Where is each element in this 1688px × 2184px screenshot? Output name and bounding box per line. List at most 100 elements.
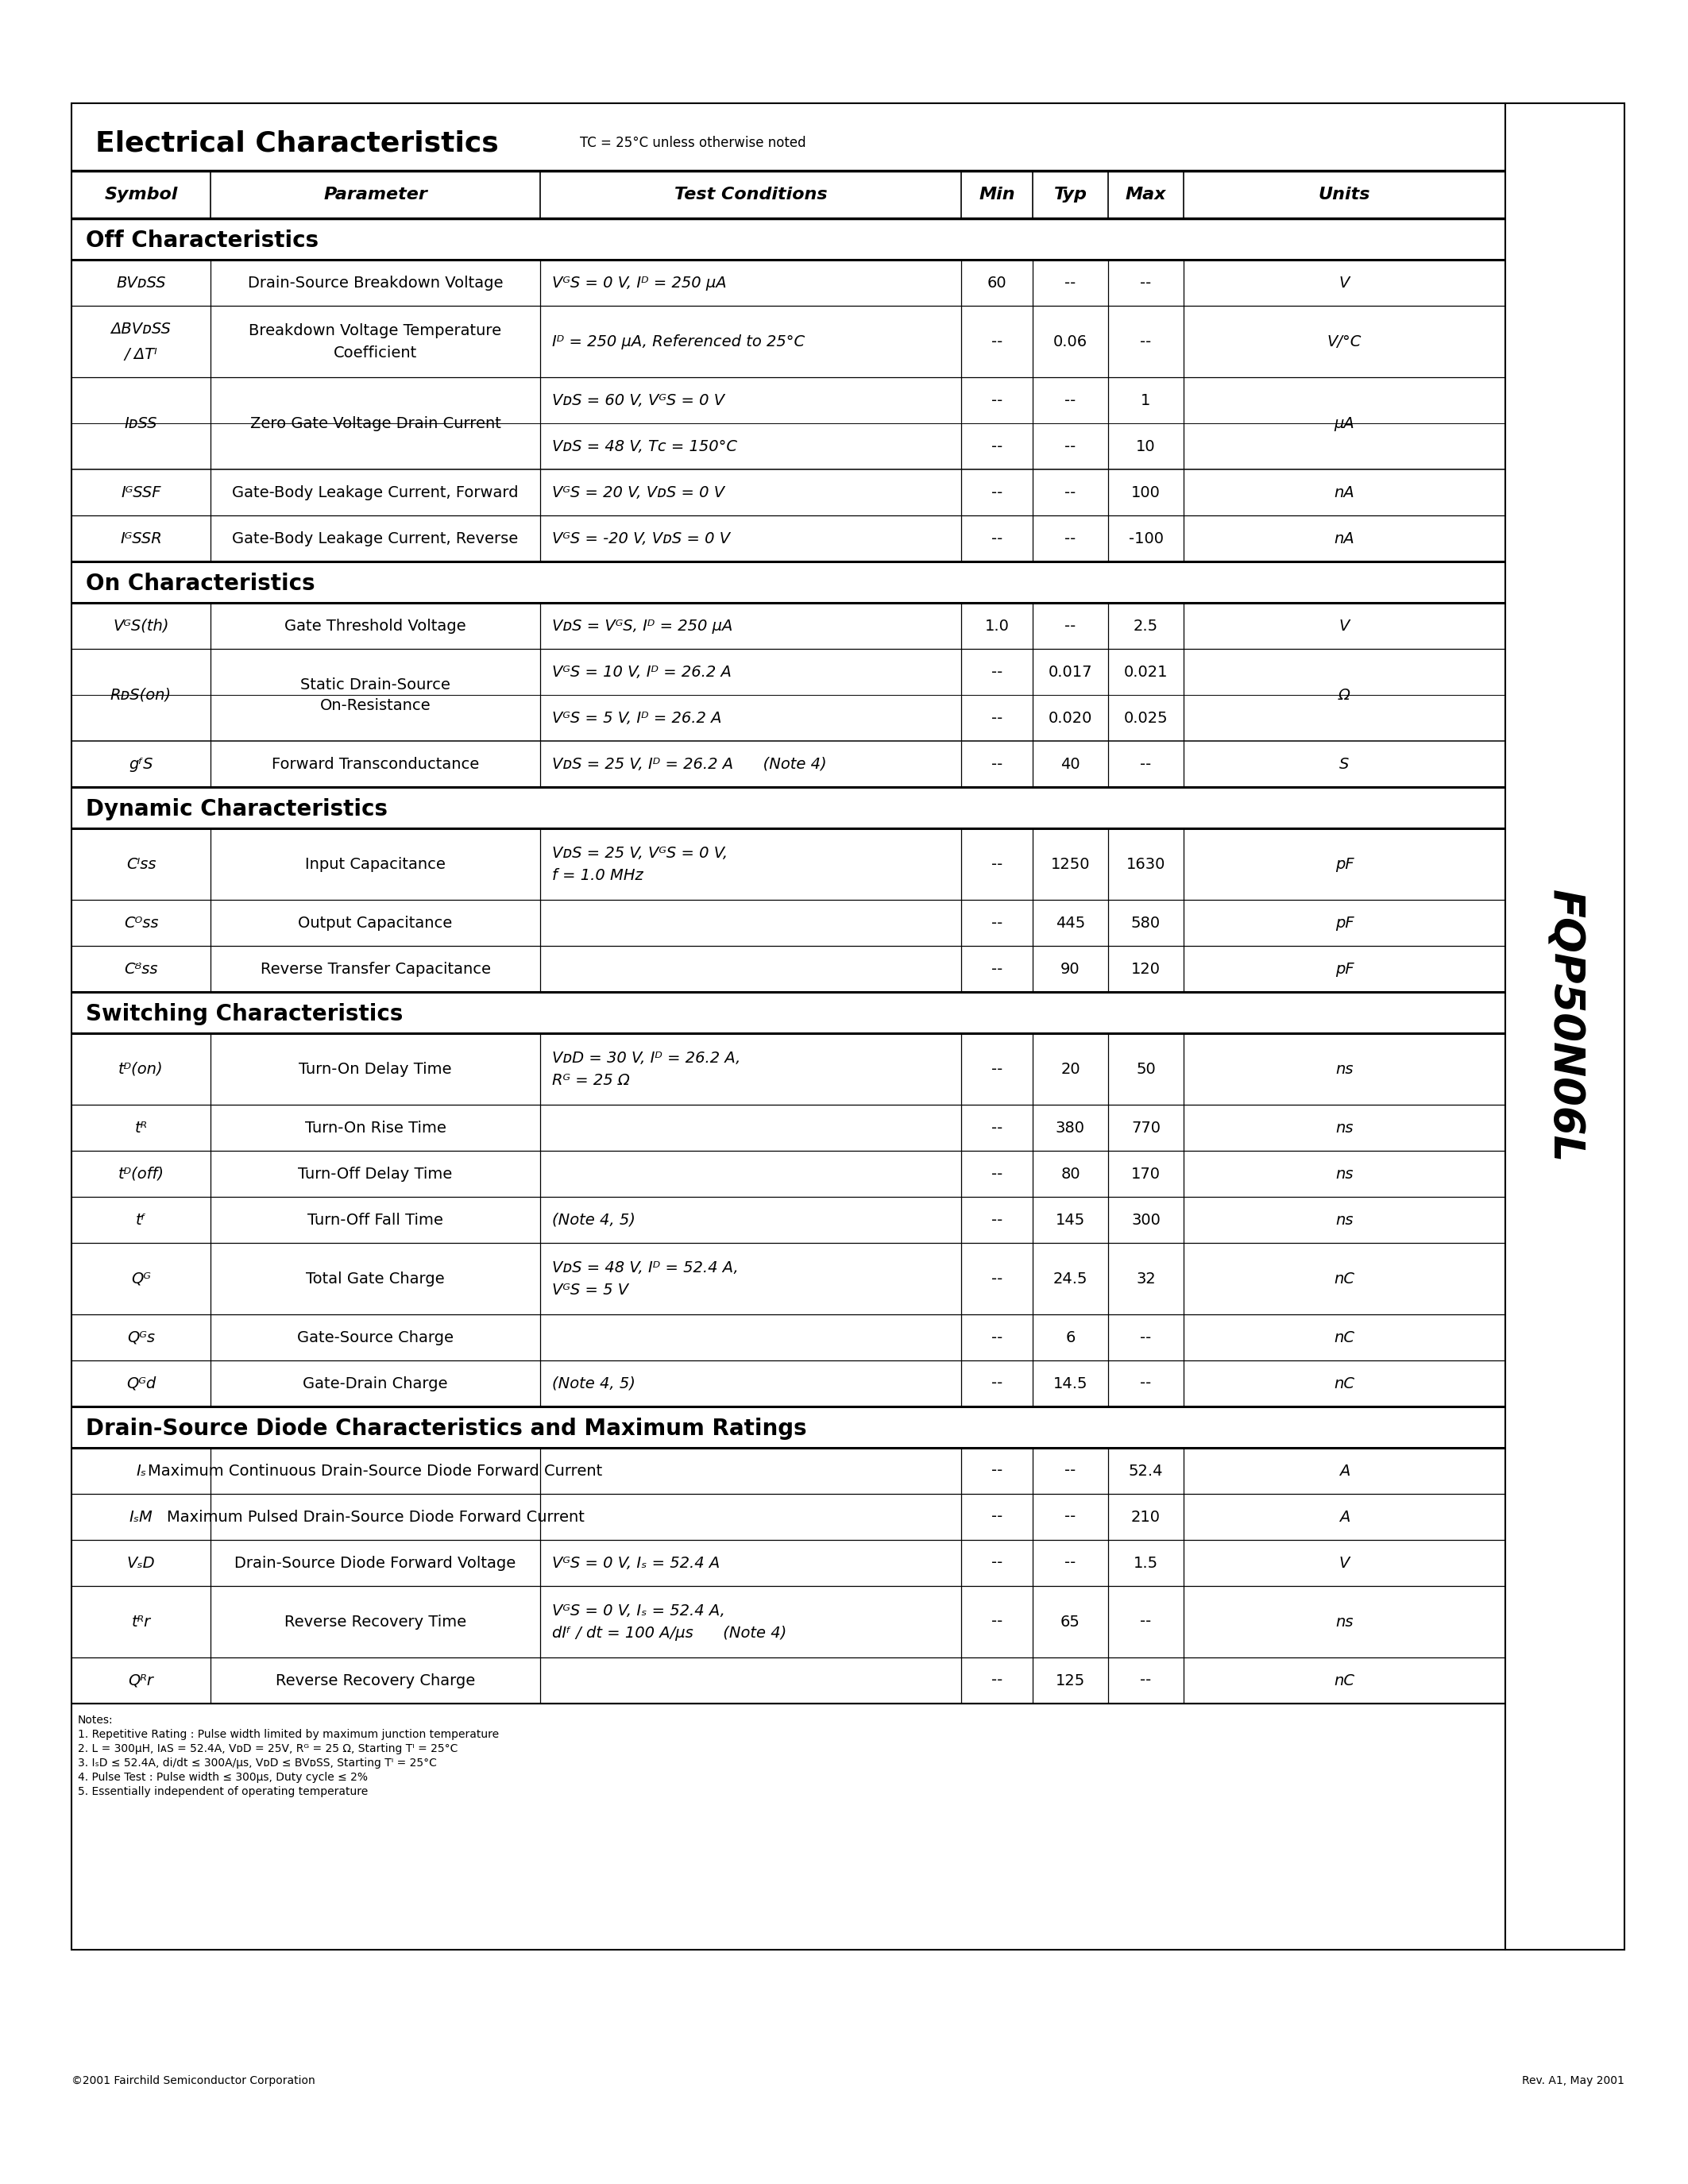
Text: 1.0: 1.0 — [984, 618, 1009, 633]
Text: --: -- — [1065, 1463, 1075, 1479]
Text: Total Gate Charge: Total Gate Charge — [306, 1271, 444, 1286]
Text: --: -- — [1065, 1509, 1075, 1524]
Text: On-Resistance: On-Resistance — [321, 697, 430, 712]
Text: Cᴵss: Cᴵss — [127, 856, 155, 871]
Text: 60: 60 — [987, 275, 1006, 290]
Text: Maximum Pulsed Drain-Source Diode Forward Current: Maximum Pulsed Drain-Source Diode Forwar… — [167, 1509, 584, 1524]
Text: 20: 20 — [1060, 1061, 1080, 1077]
Text: --: -- — [991, 1271, 1003, 1286]
Text: nA: nA — [1334, 485, 1355, 500]
Text: Off Characteristics: Off Characteristics — [86, 229, 319, 251]
Text: Input Capacitance: Input Capacitance — [306, 856, 446, 871]
Text: --: -- — [991, 439, 1003, 454]
Text: ©2001 Fairchild Semiconductor Corporation: ©2001 Fairchild Semiconductor Corporatio… — [71, 2075, 316, 2086]
Text: Rev. A1, May 2001: Rev. A1, May 2001 — [1523, 2075, 1624, 2086]
Text: --: -- — [1065, 1555, 1075, 1570]
Text: Maximum Continuous Drain-Source Diode Forward Current: Maximum Continuous Drain-Source Diode Fo… — [149, 1463, 603, 1479]
Text: 125: 125 — [1055, 1673, 1085, 1688]
Text: pF: pF — [1335, 961, 1354, 976]
Text: V: V — [1339, 1555, 1350, 1570]
Text: ns: ns — [1335, 1061, 1354, 1077]
Text: Turn-Off Fall Time: Turn-Off Fall Time — [307, 1212, 444, 1227]
Text: μA: μA — [1334, 415, 1355, 430]
Text: Switching Characteristics: Switching Characteristics — [86, 1002, 403, 1024]
Text: Turn-Off Delay Time: Turn-Off Delay Time — [299, 1166, 452, 1182]
Text: Units: Units — [1318, 186, 1371, 203]
Text: Qᴿr: Qᴿr — [128, 1673, 154, 1688]
Text: IₛM: IₛM — [128, 1509, 154, 1524]
Text: --: -- — [1139, 1330, 1151, 1345]
Text: VᴳS(th): VᴳS(th) — [113, 618, 169, 633]
Text: (Note 4, 5): (Note 4, 5) — [552, 1376, 635, 1391]
Text: --: -- — [991, 1330, 1003, 1345]
Text: TC = 25°C unless otherwise noted: TC = 25°C unless otherwise noted — [581, 135, 805, 151]
Text: 50: 50 — [1136, 1061, 1156, 1077]
Text: 770: 770 — [1131, 1120, 1161, 1136]
Text: 170: 170 — [1131, 1166, 1161, 1182]
Text: 0.021: 0.021 — [1124, 664, 1168, 679]
Text: Turn-On Rise Time: Turn-On Rise Time — [304, 1120, 446, 1136]
Text: 1250: 1250 — [1050, 856, 1090, 871]
Text: Test Conditions: Test Conditions — [674, 186, 827, 203]
Text: V: V — [1339, 275, 1350, 290]
Text: 0.06: 0.06 — [1053, 334, 1087, 349]
Text: Reverse Recovery Time: Reverse Recovery Time — [284, 1614, 466, 1629]
Text: Iᴰ = 250 μA, Referenced to 25°C: Iᴰ = 250 μA, Referenced to 25°C — [552, 334, 805, 349]
Text: ns: ns — [1335, 1166, 1354, 1182]
Text: VᴳS = 5 V, Iᴰ = 26.2 A: VᴳS = 5 V, Iᴰ = 26.2 A — [552, 710, 722, 725]
Text: 380: 380 — [1055, 1120, 1085, 1136]
Text: --: -- — [1065, 485, 1075, 500]
Text: Rᴳ = 25 Ω: Rᴳ = 25 Ω — [552, 1072, 630, 1088]
Text: --: -- — [991, 1166, 1003, 1182]
Text: On Characteristics: On Characteristics — [86, 572, 316, 594]
Text: --: -- — [991, 485, 1003, 500]
Text: VₛD: VₛD — [127, 1555, 155, 1570]
Text: V: V — [1339, 618, 1350, 633]
Text: 5. Essentially independent of operating temperature: 5. Essentially independent of operating … — [78, 1787, 368, 1797]
Text: 14.5: 14.5 — [1053, 1376, 1087, 1391]
Text: RᴅS(on): RᴅS(on) — [110, 688, 172, 703]
Text: -100: -100 — [1128, 531, 1163, 546]
Text: VᴳS = 20 V, VᴅS = 0 V: VᴳS = 20 V, VᴅS = 0 V — [552, 485, 724, 500]
Text: 210: 210 — [1131, 1509, 1161, 1524]
Text: 3. IₛD ≤ 52.4A, di/dt ≤ 300A/μs, VᴅD ≤ BVᴅSS, Starting Tᴵ = 25°C: 3. IₛD ≤ 52.4A, di/dt ≤ 300A/μs, VᴅD ≤ B… — [78, 1758, 437, 1769]
Text: 6: 6 — [1065, 1330, 1075, 1345]
Text: Typ: Typ — [1053, 186, 1087, 203]
Text: Cᴼss: Cᴼss — [123, 915, 159, 930]
Text: --: -- — [991, 1614, 1003, 1629]
Text: --: -- — [991, 1463, 1003, 1479]
Text: --: -- — [991, 1376, 1003, 1391]
Text: --: -- — [991, 1212, 1003, 1227]
Text: Gate-Body Leakage Current, Reverse: Gate-Body Leakage Current, Reverse — [233, 531, 518, 546]
Text: ns: ns — [1335, 1120, 1354, 1136]
Text: Zero Gate Voltage Drain Current: Zero Gate Voltage Drain Current — [250, 415, 501, 430]
Text: BVᴅSS: BVᴅSS — [116, 275, 165, 290]
Text: Drain-Source Diode Characteristics and Maximum Ratings: Drain-Source Diode Characteristics and M… — [86, 1417, 807, 1439]
Text: (Note 4, 5): (Note 4, 5) — [552, 1212, 635, 1227]
Text: IᴅSS: IᴅSS — [125, 415, 157, 430]
Text: 52.4: 52.4 — [1129, 1463, 1163, 1479]
Text: pF: pF — [1335, 915, 1354, 930]
Text: 2. L = 300μH, IᴀS = 52.4A, VᴅD = 25V, Rᴳ = 25 Ω, Starting Tᴵ = 25°C: 2. L = 300μH, IᴀS = 52.4A, VᴅD = 25V, Rᴳ… — [78, 1743, 457, 1754]
Text: VᴅS = 25 V, VᴳS = 0 V,: VᴅS = 25 V, VᴳS = 0 V, — [552, 845, 728, 860]
Text: --: -- — [1065, 439, 1075, 454]
Text: IᴳSSR: IᴳSSR — [120, 531, 162, 546]
Text: FQP50N06L: FQP50N06L — [1545, 889, 1585, 1164]
Text: Electrical Characteristics: Electrical Characteristics — [95, 129, 498, 157]
Bar — [1506, 103, 1624, 1950]
Text: --: -- — [991, 1120, 1003, 1136]
Text: dIᶠ / dt = 100 A/μs      (Note 4): dIᶠ / dt = 100 A/μs (Note 4) — [552, 1625, 787, 1640]
Text: 24.5: 24.5 — [1053, 1271, 1087, 1286]
Text: A: A — [1339, 1509, 1350, 1524]
Text: --: -- — [991, 915, 1003, 930]
Text: Reverse Recovery Charge: Reverse Recovery Charge — [275, 1673, 474, 1688]
Text: --: -- — [991, 1509, 1003, 1524]
Text: Notes:: Notes: — [78, 1714, 113, 1725]
Text: 1.5: 1.5 — [1134, 1555, 1158, 1570]
Text: Qᴳd: Qᴳd — [127, 1376, 155, 1391]
Text: --: -- — [991, 334, 1003, 349]
Text: Breakdown Voltage Temperature: Breakdown Voltage Temperature — [250, 323, 501, 339]
Text: nC: nC — [1334, 1271, 1355, 1286]
Text: Gate-Body Leakage Current, Forward: Gate-Body Leakage Current, Forward — [233, 485, 518, 500]
Text: f = 1.0 MHz: f = 1.0 MHz — [552, 867, 643, 882]
